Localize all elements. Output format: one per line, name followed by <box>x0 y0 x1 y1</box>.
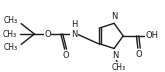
Text: O: O <box>136 50 143 59</box>
Text: N: N <box>111 12 117 21</box>
Text: N: N <box>71 30 77 39</box>
Text: CH₃: CH₃ <box>112 63 126 72</box>
Text: OH: OH <box>145 31 158 40</box>
Text: O: O <box>44 30 51 39</box>
Text: N: N <box>112 51 118 60</box>
Text: CH₃: CH₃ <box>2 30 16 39</box>
Text: O: O <box>62 51 69 60</box>
Text: CH₃: CH₃ <box>3 43 17 52</box>
Text: H: H <box>71 20 77 29</box>
Text: CH₃: CH₃ <box>3 16 17 25</box>
